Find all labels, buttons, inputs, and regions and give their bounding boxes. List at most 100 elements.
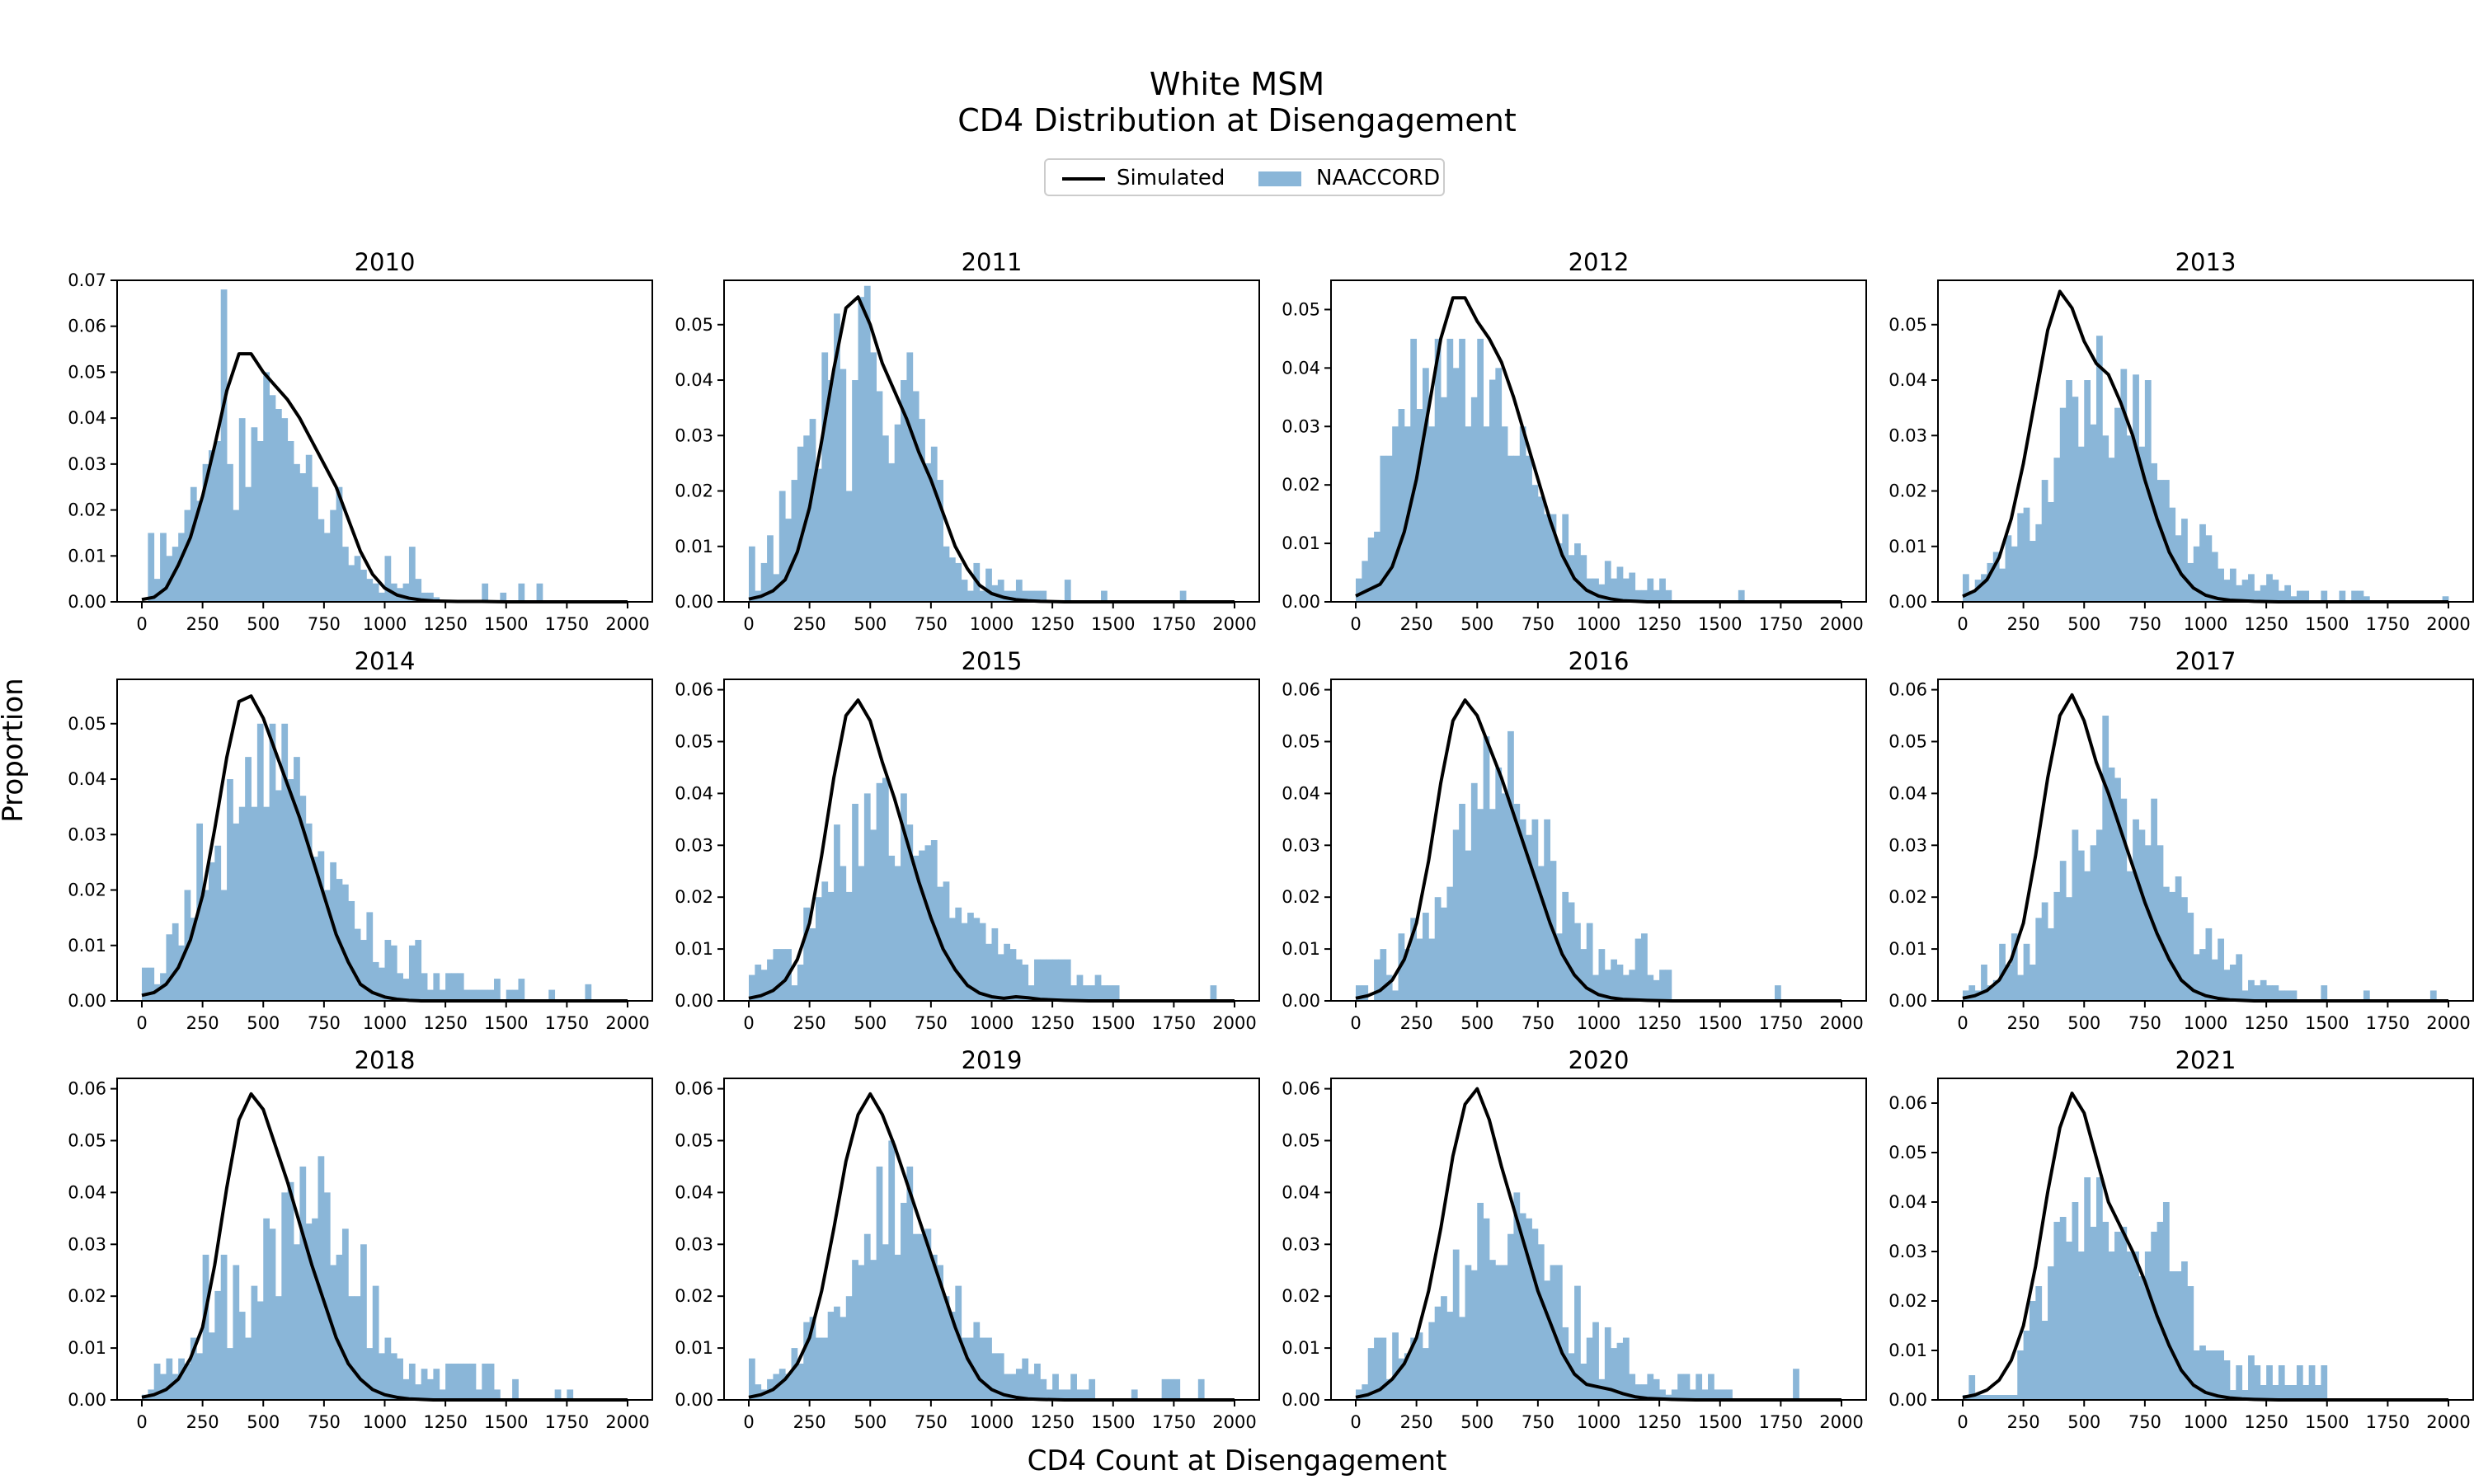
panel-2016-bar: [1519, 819, 1526, 1001]
panel-2011-bar: [955, 562, 962, 602]
panel-2016-bar: [1470, 782, 1478, 1001]
panel-2010-bar: [245, 486, 252, 602]
panel-2019-bar: [858, 1265, 865, 1400]
panel-2011-bar: [888, 463, 896, 602]
panel-2018-y-tick-label: 0.01: [68, 1338, 106, 1358]
panel-2010-bar: [341, 547, 349, 602]
panel-2020-bar: [1689, 1389, 1696, 1400]
panel-2011-y-tick-label: 0.05: [675, 315, 713, 335]
panel-2020-y-tick-label: 0.05: [1282, 1130, 1320, 1150]
panel-2021-y-tick-label: 0.04: [1888, 1192, 1927, 1212]
panel-2012-bar: [1574, 543, 1581, 602]
panel-2011-bar: [760, 562, 768, 602]
panel-2015-bar: [1094, 974, 1102, 1001]
panel-2021-x-tick-label: 1500: [2305, 1412, 2349, 1432]
panel-2016-bar: [1555, 933, 1563, 1001]
panel-2020-bar: [1428, 1322, 1436, 1400]
panel-2015-bar: [924, 845, 932, 1001]
panel-2011-x-tick-label: 1750: [1152, 614, 1196, 634]
panel-2011-bar: [979, 590, 986, 602]
panel-2014-bar: [263, 806, 270, 1001]
panel-2012-x-tick-label: 500: [1460, 614, 1493, 634]
panel-2014-bar: [469, 989, 477, 1001]
panel-2016-bar: [1392, 990, 1399, 1001]
panel-2013-bar: [1992, 552, 2000, 602]
panel-2013-y-tick-label: 0.04: [1888, 370, 1927, 390]
panel-2015-bar: [948, 918, 956, 1001]
panel-2019-bar: [973, 1322, 981, 1400]
panel-2016-bar: [1362, 985, 1369, 1001]
panel-2015-bar: [906, 824, 914, 1001]
panel-2013-bar: [2108, 458, 2115, 602]
panel-2012-bar: [1477, 338, 1484, 602]
panel-2021-bar: [2205, 1350, 2213, 1400]
panel-2010-bar: [153, 579, 161, 602]
panel-2016-bar: [1629, 970, 1636, 1001]
panel-2020-bar: [1793, 1369, 1799, 1400]
panel-2019-bar: [1015, 1369, 1023, 1400]
panel-2018-y-tick-label: 0.05: [68, 1130, 106, 1150]
panel-2017-bar: [2284, 990, 2291, 1001]
panel-2016-bar: [1659, 970, 1666, 1001]
panel-2019-bar: [1174, 1378, 1181, 1400]
panel-2019-bar: [778, 1369, 786, 1400]
panel-2014-title: 2014: [355, 647, 416, 675]
panel-2010-bar: [256, 441, 264, 602]
panel-2010-bar: [348, 565, 355, 602]
panel-2010-y-tick-label: 0.07: [68, 270, 106, 290]
panel-2017-bar: [2211, 959, 2218, 1001]
panel-2015-bar: [882, 777, 889, 1001]
panel-2010-bar: [408, 547, 416, 602]
panel-2018-bar: [445, 1363, 452, 1400]
panel-2015-x-tick-label: 1250: [1030, 1013, 1074, 1033]
legend-naaccord-label: NAACCORD: [1316, 166, 1441, 190]
panel-2016-bar: [1537, 866, 1545, 1001]
panel-2016-bar: [1452, 829, 1460, 1001]
panel-2021-bar: [2241, 1390, 2249, 1400]
panel-2013-y-tick-label: 0.03: [1888, 425, 1927, 445]
panel-2021-y-tick-label: 0.05: [1888, 1143, 1927, 1162]
panel-2020-bar: [1459, 1317, 1465, 1400]
panel-2015-bar: [876, 782, 883, 1001]
panel-2019-y-tick-label: 0.05: [675, 1130, 713, 1150]
panel-2014-bar: [190, 918, 197, 1001]
panel-2014-bar: [433, 973, 440, 1001]
panel-2016-bar: [1446, 886, 1454, 1001]
panel-2019-bar: [1168, 1378, 1174, 1400]
panel-2017-bar: [2053, 891, 2061, 1001]
panel-2012-bar: [1647, 578, 1654, 602]
panel-2010-bar: [172, 547, 179, 602]
panel-2019-y-tick-label: 0.01: [675, 1338, 713, 1358]
panel-2014-bar: [390, 945, 397, 1001]
panel-2010-bar: [214, 441, 222, 602]
panel-2020-y-tick-label: 0.06: [1282, 1079, 1320, 1099]
panel-2015-bar: [815, 897, 822, 1001]
panel-2013-bar: [2260, 585, 2267, 602]
panel-2017-bar: [2229, 964, 2236, 1001]
panel-2012-bar: [1483, 426, 1490, 602]
panel-2012-bar: [1410, 338, 1418, 602]
panel-2014-bar: [482, 989, 489, 1001]
panel-2018-bar: [153, 1363, 161, 1400]
panel-2020-x-tick-label: 0: [1350, 1412, 1361, 1432]
panel-2014-bar: [427, 989, 434, 1001]
panel-2016-bar: [1562, 891, 1569, 1001]
panel-2012-y-tick-label: 0.01: [1282, 533, 1320, 553]
panel-2017-bar: [2144, 845, 2152, 1001]
panel-2012-x-tick-label: 0: [1350, 614, 1361, 634]
panel-2015-bar: [955, 907, 962, 1001]
panel-2020-bar: [1708, 1374, 1714, 1400]
panel-2015-bar: [1107, 985, 1114, 1001]
panel-2021-bar: [2114, 1232, 2121, 1400]
panel-2012-bar: [1374, 531, 1380, 602]
panel-2012-bar: [1501, 426, 1508, 602]
panel-2011-x-tick-label: 2000: [1212, 614, 1256, 634]
panel-2020-title: 2020: [1569, 1046, 1630, 1074]
panel-2012-bar: [1544, 514, 1550, 602]
panel-2018-bar: [299, 1166, 307, 1400]
panel-2017-bar: [2126, 871, 2133, 1001]
panel-2013-bar: [2357, 590, 2364, 602]
panel-2017-bar: [2193, 954, 2200, 1001]
panel-2012-bar: [1634, 589, 1642, 602]
panel-2014-bar: [341, 884, 349, 1001]
